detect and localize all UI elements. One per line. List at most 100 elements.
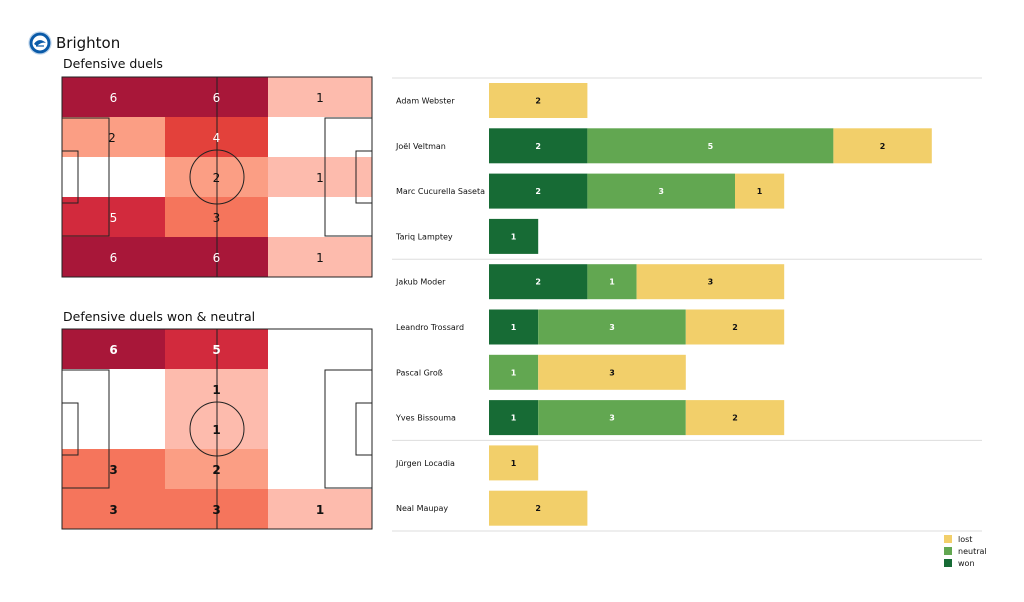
player-duels-bar-chart: Adam Webster 2 Joël Veltman 2 5 2 Marc Cucurel…: [392, 77, 982, 532]
heatmap-cell: [62, 237, 165, 277]
heatmap-cell-label: 3: [212, 503, 220, 517]
heatmap-cell: [62, 329, 165, 369]
player-label: Pascal Groß: [396, 368, 443, 377]
legend-label: won: [958, 558, 975, 568]
bar-segment-label: 2: [880, 142, 886, 151]
heatmap-cell: [62, 369, 165, 409]
heatmap-title-won-neutral: Defensive duels won & neutral: [63, 309, 256, 324]
heatmap-cell-label: 6: [213, 251, 221, 265]
bar-segment-neutral: [587, 173, 735, 209]
heatmap-cell: [62, 157, 165, 197]
player-label: Leandro Trossard: [396, 323, 464, 332]
pitch-lines: [61, 328, 373, 530]
heatmap-cell: [268, 117, 372, 157]
player-label: Adam Webster: [396, 97, 455, 106]
bar-segment-won: [489, 218, 539, 254]
legend-label: lost: [958, 534, 973, 544]
legend-swatch: [944, 559, 952, 567]
heatmap-cell-label: 1: [316, 251, 324, 265]
heatmap-cell-label: 1: [316, 171, 324, 185]
bar-segment-lost: [538, 354, 686, 390]
bar-segment-neutral: [538, 309, 686, 345]
heatmap-cell: [268, 77, 372, 117]
bar-segment-lost: [489, 445, 539, 481]
heatmap-cell: [268, 157, 372, 197]
heatmap-cell-label: 6: [110, 251, 118, 265]
bar-segment-label: 1: [511, 414, 517, 423]
heatmap-cell-label: 5: [110, 211, 118, 225]
heatmap-cell: [268, 237, 372, 277]
bar-segment-lost: [735, 173, 785, 209]
bar-segment-neutral: [538, 400, 686, 436]
bar-segment-label: 5: [708, 142, 714, 151]
heatmap-cell-label: 1: [212, 423, 220, 437]
heatmap-cell: [268, 449, 372, 489]
bar-segment-label: 1: [511, 459, 517, 468]
team-header: Brighton: [28, 31, 120, 55]
heatmap-cell: [268, 489, 372, 529]
heatmap-cell-label: 6: [110, 91, 118, 105]
player-label: Tariq Lamptey: [395, 232, 453, 241]
legend-label: neutral: [958, 546, 987, 556]
pitch-lines: [61, 76, 373, 278]
player-label: Marc Cucurella Saseta: [396, 187, 485, 196]
bar-segment-label: 2: [535, 278, 541, 287]
heatmap-cell: [268, 197, 372, 237]
player-label: Jürgen Locadia: [395, 459, 455, 468]
player-label: Jakub Moder: [395, 278, 446, 287]
bar-segment-won: [489, 264, 588, 300]
player-label: Yves Bissouma: [395, 414, 456, 423]
heatmap-cell-label: 1: [316, 91, 324, 105]
heatmap-cell: [268, 409, 372, 449]
heatmap-cell-label: 3: [109, 503, 117, 517]
heatmap-cell-label: 5: [212, 343, 220, 357]
bar-segment-label: 3: [708, 278, 714, 287]
heatmap-cell: [62, 409, 165, 449]
heatmap-cell-label: 2: [212, 463, 220, 477]
bar-segment-label: 2: [535, 504, 541, 513]
brighton-crest-icon: [28, 31, 52, 55]
bar-segment-neutral: [587, 128, 834, 164]
legend-item-neutral: neutral: [944, 545, 987, 557]
player-label: Joël Veltman: [395, 142, 446, 151]
heatmap-cell-label: 2: [108, 131, 116, 145]
bar-segment-lost: [636, 264, 785, 300]
bar-segment-label: 1: [609, 278, 615, 287]
bar-segment-lost: [685, 309, 785, 345]
bar-segment-won: [489, 173, 588, 209]
heatmap-cell: [268, 369, 372, 409]
bar-segment-label: 2: [535, 142, 541, 151]
bar-segment-lost: [489, 83, 588, 118]
bar-segment-won: [489, 309, 539, 345]
heatmap-cell: [62, 489, 165, 529]
bar-segment-lost: [685, 400, 785, 436]
heatmap-cell-label: 1: [212, 383, 220, 397]
heatmap-cell-label: 1: [316, 503, 324, 517]
bar-segment-label: 2: [732, 414, 738, 423]
bar-segment-neutral: [489, 354, 539, 390]
bar-segment-won: [489, 400, 539, 436]
bar-segment-label: 2: [732, 323, 738, 332]
heatmap-cell: [62, 197, 165, 237]
player-label: Neal Maupay: [396, 504, 448, 513]
heatmap-cell-label: 3: [213, 211, 221, 225]
heatmap-cell-label: 6: [109, 343, 117, 357]
bar-segment-label: 1: [757, 187, 763, 196]
legend-swatch: [944, 547, 952, 555]
bar-segment-label: 2: [535, 97, 541, 106]
heatmap-duels-won-neutral: 6 3 3 5 1 1 2 3 1: [61, 328, 373, 530]
legend-swatch: [944, 535, 952, 543]
heatmap-cell: [62, 117, 165, 157]
heatmap-cell-label: 2: [213, 171, 221, 185]
bar-segment-label: 3: [658, 187, 664, 196]
bar-segment-label: 3: [609, 368, 615, 377]
heatmap-cell: [62, 449, 165, 489]
heatmap-cell-label: 3: [109, 463, 117, 477]
bar-segment-label: 1: [511, 232, 517, 241]
bar-segment-lost: [489, 490, 588, 526]
heatmap-cell: [268, 329, 372, 369]
chart-legend: lost neutral won: [944, 533, 987, 569]
bar-segment-won: [489, 128, 588, 164]
heatmap-title-defensive-duels: Defensive duels: [63, 56, 163, 71]
bar-segment-lost: [833, 128, 932, 164]
